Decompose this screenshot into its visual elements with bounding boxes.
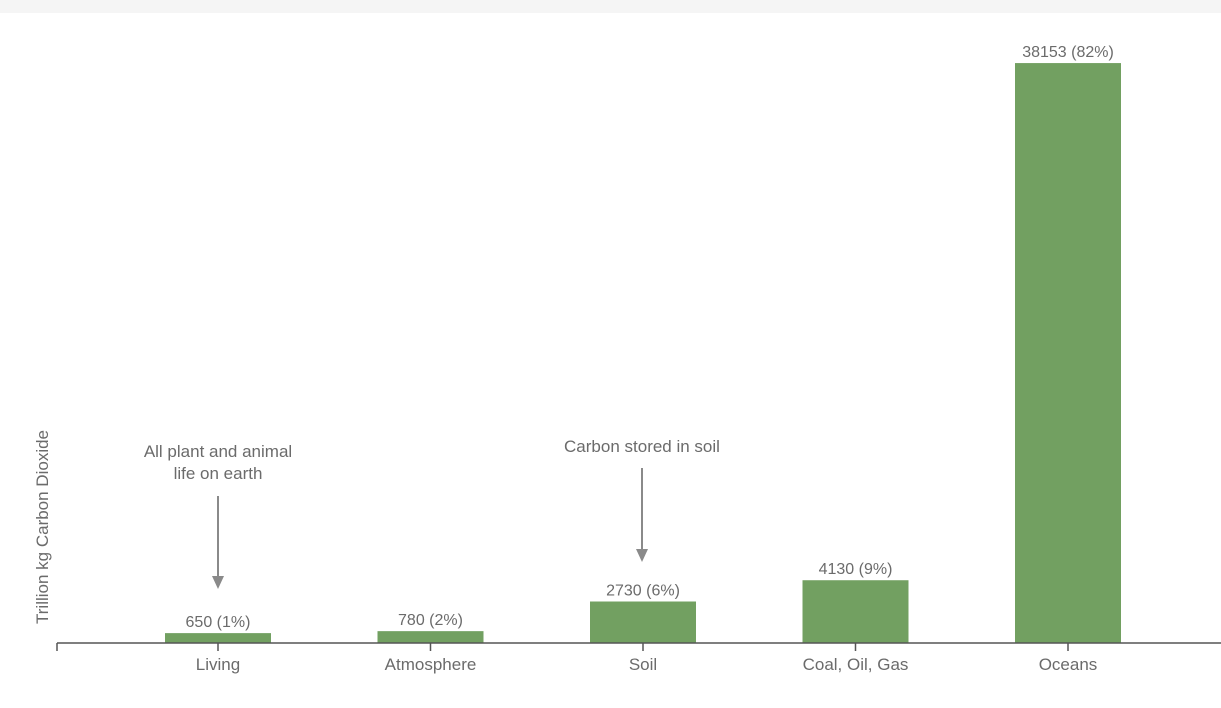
data-label-coal-oil-gas: 4130 (9%) — [819, 561, 893, 578]
data-label-oceans: 38153 (82%) — [1022, 44, 1114, 61]
annotations-group: All plant and animal life on earth Carbon … — [144, 437, 720, 589]
x-tick-label-oceans: Oceans — [1039, 655, 1098, 674]
bar-living — [165, 633, 271, 643]
data-label-atmosphere: 780 (2%) — [398, 612, 463, 629]
bar-coal-oil-gas — [802, 580, 909, 643]
x-tick-label-coal-oil-gas: Coal, Oil, Gas — [803, 655, 909, 674]
annotation-arrowhead-soil — [636, 549, 648, 562]
x-tick-label-living: Living — [196, 655, 240, 674]
annotation-living: All plant and animal life on earth — [144, 442, 292, 483]
bar-oceans — [1015, 63, 1121, 643]
y-axis-label: Trillion kg Carbon Dioxide — [33, 430, 52, 624]
data-label-living: 650 (1%) — [186, 614, 251, 631]
top-strip — [0, 0, 1221, 13]
annotation-soil: Carbon stored in soil — [564, 437, 720, 456]
bars-group: 650 (1%) Living 780 (2%) Atmosphere 2730 (6%… — [165, 44, 1121, 674]
x-tick-label-atmosphere: Atmosphere — [385, 655, 477, 674]
annotation-arrowhead-living — [212, 576, 224, 589]
bar-soil — [590, 601, 696, 643]
bar-atmosphere — [377, 631, 484, 643]
x-tick-label-soil: Soil — [629, 655, 657, 674]
data-label-soil: 2730 (6%) — [606, 583, 680, 600]
